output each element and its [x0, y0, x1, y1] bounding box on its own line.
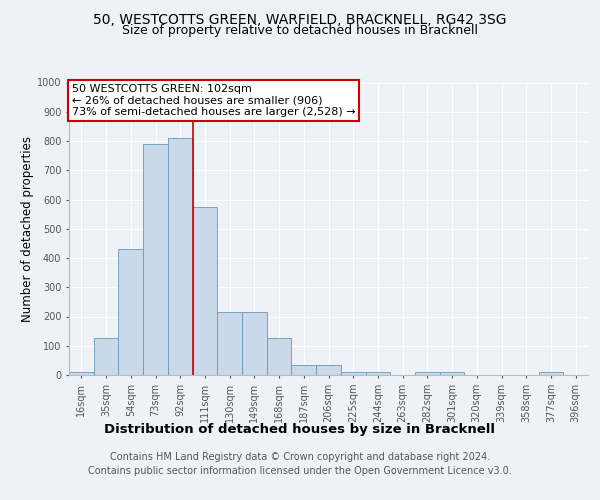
- Bar: [267, 338, 292, 375]
- Text: Distribution of detached houses by size in Bracknell: Distribution of detached houses by size …: [104, 422, 496, 436]
- Bar: [539, 372, 563, 375]
- Text: Size of property relative to detached houses in Bracknell: Size of property relative to detached ho…: [122, 24, 478, 37]
- Bar: [440, 372, 464, 375]
- Bar: [365, 372, 390, 375]
- Bar: [316, 365, 341, 375]
- Bar: [69, 372, 94, 375]
- Bar: [242, 312, 267, 375]
- Text: 50 WESTCOTTS GREEN: 102sqm
← 26% of detached houses are smaller (906)
73% of sem: 50 WESTCOTTS GREEN: 102sqm ← 26% of deta…: [71, 84, 355, 117]
- Bar: [415, 372, 440, 375]
- Y-axis label: Number of detached properties: Number of detached properties: [21, 136, 34, 322]
- Bar: [168, 138, 193, 375]
- Bar: [118, 249, 143, 375]
- Bar: [341, 372, 365, 375]
- Text: Contains public sector information licensed under the Open Government Licence v3: Contains public sector information licen…: [88, 466, 512, 476]
- Bar: [94, 338, 118, 375]
- Bar: [217, 312, 242, 375]
- Bar: [193, 207, 217, 375]
- Bar: [292, 365, 316, 375]
- Bar: [143, 144, 168, 375]
- Text: Contains HM Land Registry data © Crown copyright and database right 2024.: Contains HM Land Registry data © Crown c…: [110, 452, 490, 462]
- Text: 50, WESTCOTTS GREEN, WARFIELD, BRACKNELL, RG42 3SG: 50, WESTCOTTS GREEN, WARFIELD, BRACKNELL…: [93, 12, 507, 26]
